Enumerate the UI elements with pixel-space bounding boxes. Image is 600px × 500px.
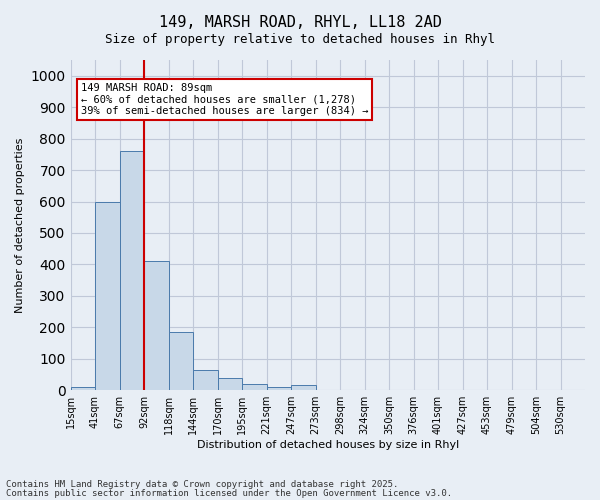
Text: Size of property relative to detached houses in Rhyl: Size of property relative to detached ho… — [105, 32, 495, 46]
Bar — [169, 332, 193, 390]
Bar — [144, 262, 169, 390]
Bar — [266, 387, 291, 390]
Bar — [291, 386, 316, 390]
Bar — [218, 378, 242, 390]
Bar — [242, 384, 266, 390]
Bar — [119, 151, 144, 390]
X-axis label: Distribution of detached houses by size in Rhyl: Distribution of detached houses by size … — [197, 440, 459, 450]
Text: Contains public sector information licensed under the Open Government Licence v3: Contains public sector information licen… — [6, 488, 452, 498]
Text: 149 MARSH ROAD: 89sqm
← 60% of detached houses are smaller (1,278)
39% of semi-d: 149 MARSH ROAD: 89sqm ← 60% of detached … — [81, 83, 368, 116]
Y-axis label: Number of detached properties: Number of detached properties — [15, 138, 25, 313]
Text: Contains HM Land Registry data © Crown copyright and database right 2025.: Contains HM Land Registry data © Crown c… — [6, 480, 398, 489]
Bar — [193, 370, 218, 390]
Text: 149, MARSH ROAD, RHYL, LL18 2AD: 149, MARSH ROAD, RHYL, LL18 2AD — [158, 15, 442, 30]
Bar — [71, 387, 95, 390]
Bar — [95, 202, 119, 390]
